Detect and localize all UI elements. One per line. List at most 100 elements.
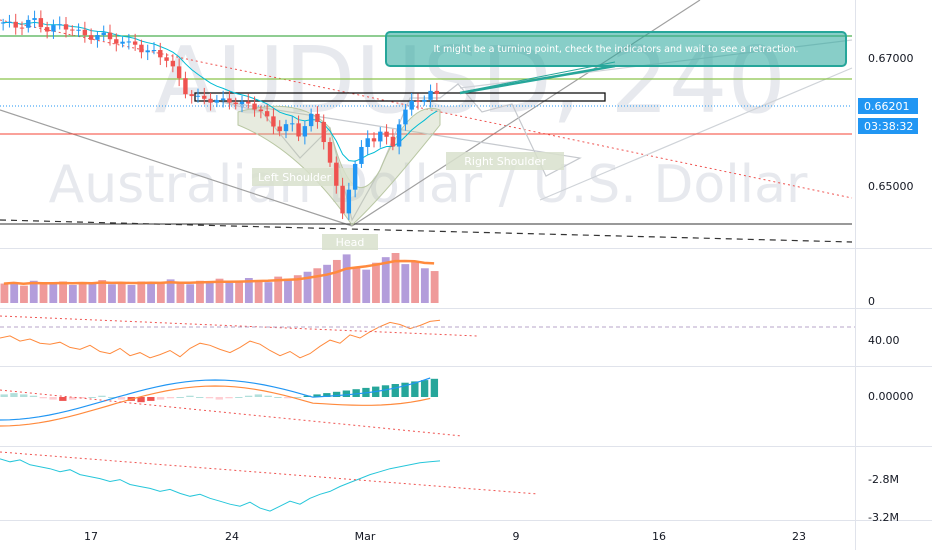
macd-histogram-bar[interactable] [215, 397, 223, 400]
volume-bar[interactable] [401, 264, 410, 303]
candle-body[interactable] [145, 50, 150, 53]
macd-histogram-bar[interactable] [411, 381, 419, 397]
candle-body[interactable] [340, 185, 345, 214]
price-axis[interactable]: 0.67000 0.65000 0.66201 03:38:32 [858, 52, 918, 193]
candle-body[interactable] [378, 131, 383, 142]
volume-bar[interactable] [264, 282, 273, 303]
candle-body[interactable] [283, 124, 289, 132]
macd-histogram-bar[interactable] [420, 380, 429, 397]
volume-bar[interactable] [196, 280, 204, 303]
candle-body[interactable] [258, 109, 264, 112]
volume-bar[interactable] [147, 282, 155, 303]
macd-histogram-bar[interactable] [352, 389, 360, 397]
candle-body[interactable] [239, 101, 245, 105]
candle-body[interactable] [302, 126, 308, 137]
volume-bar[interactable] [293, 275, 302, 303]
volume-bar[interactable] [274, 276, 283, 303]
candle-body[interactable] [158, 50, 163, 58]
macd-histogram-bar[interactable] [10, 393, 18, 397]
candle-body[interactable] [151, 50, 157, 52]
macd-histogram-bar[interactable] [244, 395, 253, 397]
volume-bar[interactable] [303, 271, 312, 303]
rsi-pane[interactable] [0, 319, 441, 359]
candle-body[interactable] [208, 98, 213, 103]
volume-bar[interactable] [362, 269, 371, 303]
macd-pane[interactable] [0, 377, 439, 427]
macd-histogram-bar[interactable] [332, 391, 341, 397]
candle-body[interactable] [227, 98, 232, 103]
candle-body[interactable] [290, 123, 295, 125]
candle-body[interactable] [321, 121, 326, 143]
candle-body[interactable] [384, 131, 389, 137]
volume-bar[interactable] [127, 284, 136, 303]
macd-histogram-bar[interactable] [264, 395, 272, 397]
volume-bar[interactable] [244, 278, 253, 303]
macd-histogram-bar[interactable] [39, 397, 47, 399]
candle-body[interactable] [170, 60, 176, 67]
dashed-support-line[interactable] [0, 219, 853, 243]
candle-body[interactable] [32, 18, 37, 20]
macd-histogram-bar[interactable] [20, 394, 28, 397]
candle-body[interactable] [132, 41, 138, 45]
macd-histogram-bar[interactable] [381, 385, 390, 397]
candle-body[interactable] [233, 102, 238, 105]
volume-bar[interactable] [59, 281, 67, 303]
candle-body[interactable] [277, 126, 282, 132]
candle-body[interactable] [26, 19, 31, 28]
macd-histogram-bar[interactable] [98, 395, 106, 397]
volume-bar[interactable] [352, 266, 361, 303]
volume-bar[interactable] [117, 282, 126, 303]
head-and-shoulders-shape[interactable] [237, 105, 441, 226]
volume-bar[interactable] [381, 257, 390, 303]
candle-body[interactable] [57, 24, 62, 26]
volume-bar[interactable] [78, 282, 87, 303]
volume-bar[interactable] [166, 279, 175, 303]
candle-body[interactable] [0, 22, 6, 24]
volume-bar[interactable] [332, 259, 341, 303]
volume-bar[interactable] [98, 280, 107, 303]
volume-bar[interactable] [88, 283, 97, 303]
volume-pane[interactable] [0, 253, 439, 303]
candle-body[interactable] [220, 98, 226, 101]
candle-body[interactable] [422, 99, 427, 102]
candle-body[interactable] [252, 103, 257, 110]
volume-bar[interactable] [420, 268, 429, 303]
volume-bar[interactable] [372, 262, 380, 303]
volume-bar[interactable] [108, 284, 116, 303]
macd-histogram-bar[interactable] [323, 393, 331, 397]
volume-bar[interactable] [284, 278, 292, 303]
candle-body[interactable] [352, 163, 358, 190]
volume-bar[interactable] [225, 282, 234, 303]
macd-histogram-bar[interactable] [225, 397, 233, 399]
candle-body[interactable] [44, 27, 50, 32]
candle-body[interactable] [176, 66, 182, 79]
macd-histogram-bar[interactable] [156, 397, 165, 400]
candle-body[interactable] [164, 57, 169, 61]
candlesticks[interactable] [0, 10, 440, 220]
callout-box[interactable]: It might be a turning point, check the i… [385, 31, 847, 67]
macd-histogram-bar[interactable] [166, 397, 175, 399]
macd-histogram-bar[interactable] [147, 397, 155, 401]
candle-body[interactable] [70, 29, 75, 31]
volume-bar[interactable] [0, 283, 9, 303]
candle-body[interactable] [195, 95, 201, 97]
macd-histogram-bar[interactable] [401, 382, 409, 397]
macd-histogram-bar[interactable] [0, 394, 8, 397]
candle-body[interactable] [428, 90, 433, 100]
candle-body[interactable] [315, 113, 320, 122]
candle-body[interactable] [7, 21, 12, 23]
macd-histogram-bar[interactable] [176, 397, 184, 398]
macd-histogram-bar[interactable] [391, 384, 399, 397]
resistance-rectangle[interactable] [194, 92, 606, 102]
macd-histogram-bar[interactable] [235, 397, 243, 398]
candle-body[interactable] [396, 124, 402, 147]
candle-body[interactable] [38, 18, 44, 28]
pattern-labels[interactable]: Left Shoulder Head Right Shoulder [252, 152, 564, 250]
candle-body[interactable] [19, 27, 25, 29]
macd-histogram-bar[interactable] [274, 397, 282, 398]
candle-body[interactable] [76, 29, 81, 31]
candle-body[interactable] [101, 32, 106, 36]
volume-bar[interactable] [411, 261, 419, 303]
candle-body[interactable] [183, 78, 188, 95]
macd-histogram-bar[interactable] [196, 397, 204, 398]
